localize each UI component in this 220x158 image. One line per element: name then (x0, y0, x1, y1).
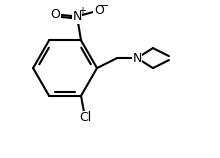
Text: O: O (50, 8, 60, 21)
Text: +: + (78, 6, 86, 16)
Text: Cl: Cl (79, 111, 91, 124)
Text: −: − (100, 1, 110, 11)
Text: N: N (72, 10, 82, 23)
Text: O: O (94, 4, 104, 17)
Text: N: N (132, 52, 142, 65)
